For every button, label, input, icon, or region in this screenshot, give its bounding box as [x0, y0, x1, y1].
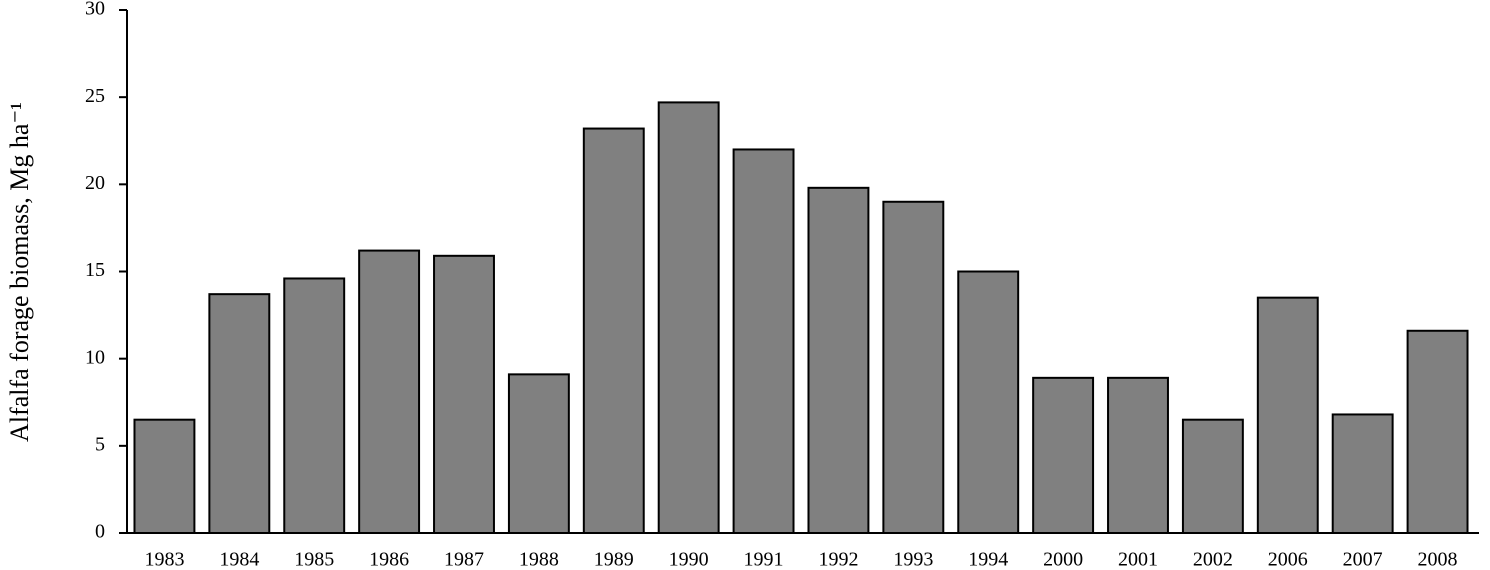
y-tick-label: 15 [85, 259, 105, 281]
x-tick-label: 2007 [1343, 549, 1383, 570]
x-tick-label: 1986 [369, 549, 409, 570]
x-tick-label: 2008 [1418, 549, 1458, 570]
x-tick-label: 1983 [144, 549, 184, 570]
bar [807, 186, 870, 534]
x-tick-label: 2001 [1118, 549, 1158, 570]
bar [1181, 418, 1244, 534]
bar [1107, 376, 1169, 534]
x-tick-label: 1988 [519, 549, 559, 570]
bar [1331, 413, 1394, 535]
bar [133, 418, 196, 534]
y-tick-label: 5 [95, 433, 105, 455]
y-tick-label: 10 [85, 346, 105, 368]
y-tick-label: 25 [85, 85, 105, 107]
bar [1406, 329, 1469, 535]
x-tick-label: 1993 [893, 549, 933, 570]
bar [283, 277, 346, 534]
bar [657, 101, 720, 534]
x-tick-label: 1992 [818, 549, 858, 570]
x-tick-label: 1987 [444, 549, 484, 570]
x-tick-label: 1991 [744, 549, 784, 570]
x-tick-label: 1994 [968, 549, 1008, 570]
y-axis-label: Alfalfa forage biomass, Mg ha⁻¹ [5, 102, 34, 442]
bar [507, 373, 570, 534]
x-tick-label: 1985 [294, 549, 334, 570]
x-tick-label: 2002 [1193, 549, 1233, 570]
bar [208, 293, 271, 534]
x-tick-label: 2000 [1043, 549, 1083, 570]
y-tick-label: 30 [85, 0, 105, 20]
y-tick-label: 20 [85, 172, 105, 194]
bar [1032, 376, 1095, 534]
bar [882, 200, 945, 534]
x-tick-label: 2006 [1268, 549, 1308, 570]
x-tick-label: 1984 [219, 549, 259, 570]
x-tick-label: 1990 [669, 549, 709, 570]
x-tick-label: 1989 [594, 549, 634, 570]
bar [358, 249, 421, 535]
bar [433, 254, 495, 534]
bar [957, 270, 1020, 534]
bar [1256, 296, 1319, 534]
bar [732, 148, 795, 534]
bar [582, 127, 645, 534]
y-tick-label: 0 [95, 521, 105, 543]
